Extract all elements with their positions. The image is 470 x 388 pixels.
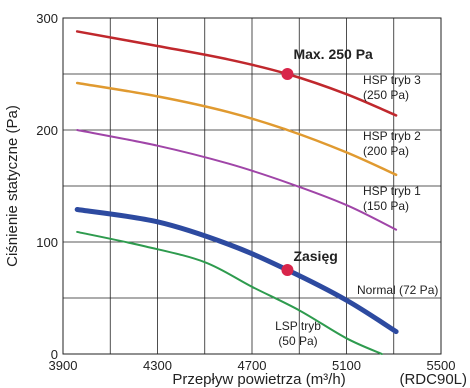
axes: 0 100 200 300 3900 4300 4700 5100 5500 <box>36 11 455 373</box>
series-label-line: (50 Pa) <box>278 334 317 348</box>
series-label-line: (150 Pa) <box>363 199 409 213</box>
series-label-3: Normal (72 Pa) <box>357 283 438 297</box>
plot-frame <box>62 17 442 355</box>
x-tick-label: 5500 <box>427 358 456 373</box>
series-label-line: LSP tryb <box>275 319 321 333</box>
annotation-point-1 <box>281 264 294 276</box>
x-axis-label: Przepływ powietrza (m³/h) <box>172 371 345 388</box>
series-line-0 <box>75 30 398 117</box>
series-line-1 <box>75 81 398 177</box>
series-label-line: HSP tryb 1 <box>363 184 421 198</box>
series-group <box>74 30 399 355</box>
y-tick-label: 300 <box>36 11 58 26</box>
series-line-4 <box>76 230 383 355</box>
annotation-label-1: Zasięg <box>293 248 337 264</box>
y-axis-label: Ciśnienie statyczne (Pa) <box>4 105 21 267</box>
series-line-2 <box>76 129 398 231</box>
series-line-3 <box>74 207 399 335</box>
x-tick-label: 4700 <box>238 358 267 373</box>
y-tick-label: 0 <box>51 347 58 362</box>
series-label-line: Normal (72 Pa) <box>357 283 438 297</box>
annotation-point-0 <box>281 68 294 80</box>
series-label-1: HSP tryb 2 (200 Pa) <box>363 129 421 158</box>
annotations: Max. 250 Pa Zasięg <box>281 46 373 276</box>
series-label-line: (200 Pa) <box>363 144 409 158</box>
series-label-line: HSP tryb 2 <box>363 129 421 143</box>
series-labels: HSP tryb 3 (250 Pa)HSP tryb 2 (200 Pa)HSP … <box>275 73 438 348</box>
x-tick-label: 3900 <box>49 358 78 373</box>
annotation-label-0: Max. 250 Pa <box>293 46 373 62</box>
series-label-0: HSP tryb 3 (250 Pa) <box>363 73 421 102</box>
y-tick-label: 200 <box>36 123 58 138</box>
series-label-line: (250 Pa) <box>363 88 409 102</box>
x-tick-label: 4300 <box>143 358 172 373</box>
y-tick-label: 100 <box>36 235 58 250</box>
x-tick-label: 5100 <box>332 358 361 373</box>
series-label-4: LSP tryb (50 Pa) <box>275 319 321 348</box>
series-label-2: HSP tryb 1 (150 Pa) <box>363 184 421 213</box>
series-label-line: HSP tryb 3 <box>363 73 421 87</box>
model-label: (RDC90L) <box>399 371 467 388</box>
